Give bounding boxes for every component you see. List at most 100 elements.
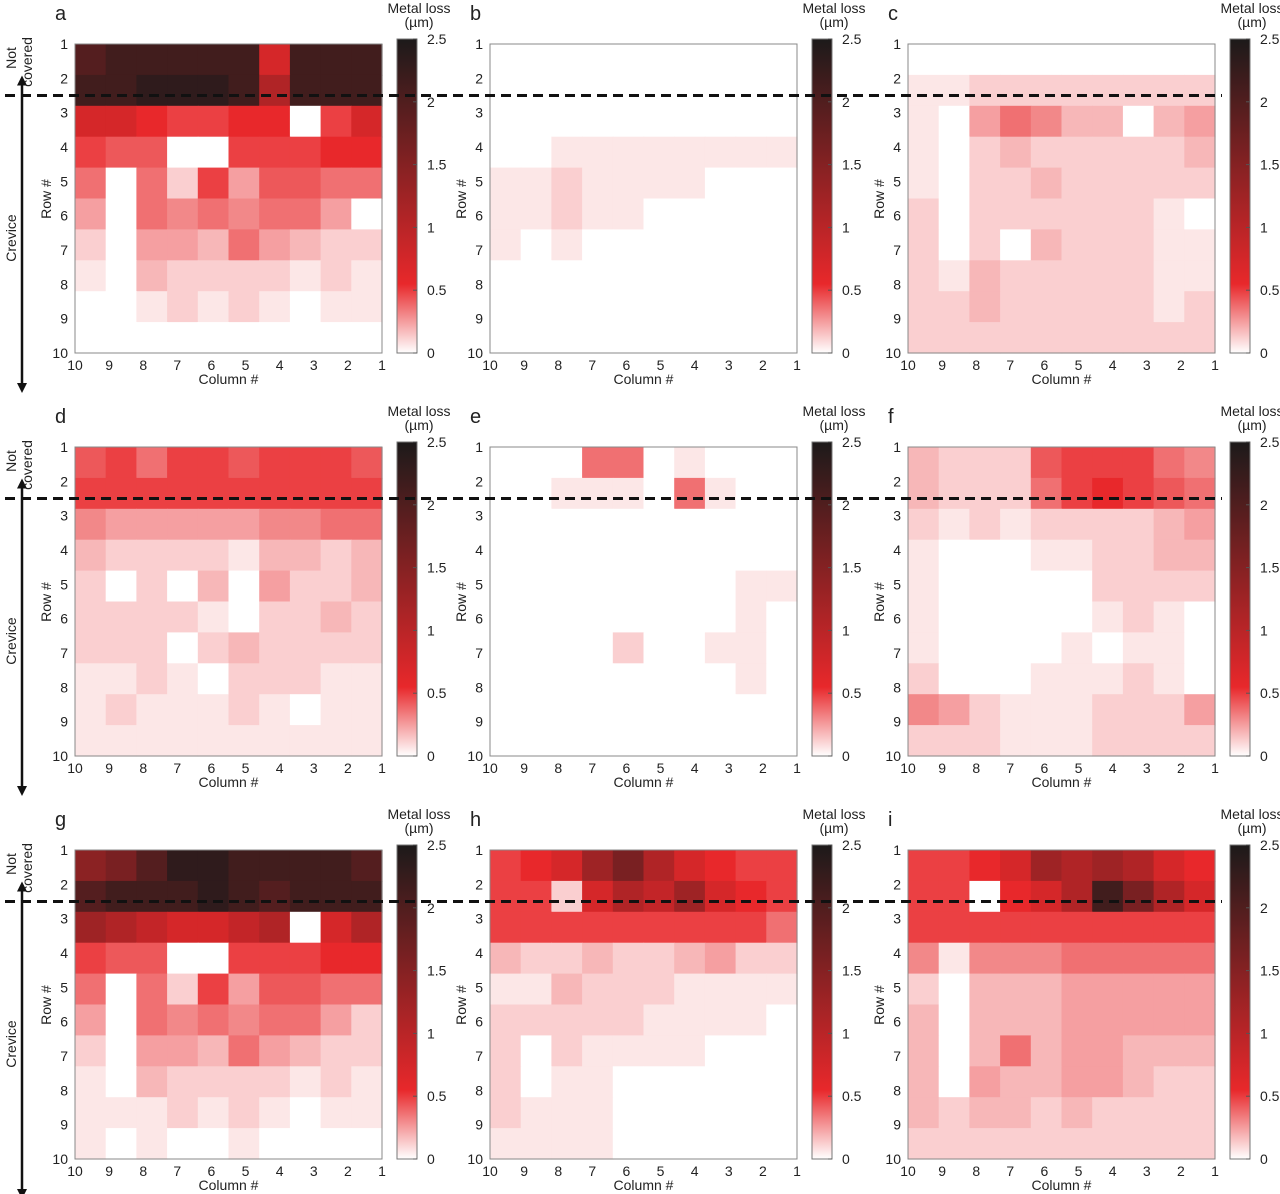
heat-cell	[105, 1097, 137, 1129]
heat-cell	[1184, 725, 1216, 757]
heat-cell	[551, 447, 583, 479]
heat-cell	[1061, 1035, 1093, 1067]
heat-cell	[1122, 850, 1155, 882]
heat-cell	[490, 322, 522, 354]
heat-cell	[197, 167, 230, 200]
colorbar-tick-label: 1	[1260, 1025, 1268, 1041]
heat-cell	[1000, 322, 1032, 354]
heat-cell	[735, 880, 767, 913]
colorbar-tick-label: 0.5	[842, 1088, 862, 1104]
x-axis-label: Column #	[1032, 1177, 1092, 1193]
x-tick-label: 7	[588, 357, 596, 373]
heat-cell	[490, 74, 522, 107]
heat-cell	[735, 1035, 767, 1067]
panel-letter: c	[888, 3, 898, 25]
y-tick-label: 8	[475, 1082, 483, 1098]
heat-cell	[582, 447, 614, 479]
heat-cell	[612, 539, 645, 572]
heat-cell	[136, 229, 168, 261]
heat-cell	[228, 291, 260, 323]
heat-cell	[704, 1066, 737, 1098]
heat-cell	[197, 44, 230, 76]
heat-cell	[289, 136, 322, 169]
heat-cell	[289, 167, 322, 200]
heat-cell	[490, 447, 522, 479]
y-tick-label: 2	[475, 473, 483, 489]
heat-cell	[1184, 105, 1216, 138]
heat-cell	[551, 694, 583, 726]
heat-cell	[582, 632, 614, 664]
heat-cell	[704, 725, 737, 757]
heat-cell	[735, 663, 767, 695]
heat-cell	[1030, 447, 1063, 479]
side-annotation-row-3: Not covered Crevice	[3, 843, 35, 1194]
heat-cell	[674, 477, 706, 510]
heat-cell	[612, 322, 645, 354]
heat-cell	[551, 601, 583, 633]
heat-cell	[551, 74, 583, 107]
heat-cell	[1030, 44, 1063, 76]
x-tick-label: 7	[173, 760, 181, 776]
x-tick-label: 10	[67, 357, 83, 373]
heat-cell	[289, 1097, 322, 1129]
heat-cell	[105, 942, 137, 975]
colorbar-gradient	[1229, 38, 1251, 354]
heat-cell	[351, 1035, 383, 1067]
heat-cell	[75, 74, 107, 107]
y-tick-label: 2	[893, 876, 901, 892]
heat-cell	[289, 539, 322, 572]
y-tick-label: 6	[475, 208, 483, 224]
heat-cell	[136, 539, 168, 572]
heat-cell	[938, 447, 970, 479]
plot-frame	[489, 849, 798, 1160]
heat-cell	[320, 508, 352, 541]
colorbar-tick-label: 2	[427, 900, 435, 916]
heat-cell	[674, 973, 706, 1006]
panel-letter: e	[470, 406, 481, 428]
y-axis-label: Row #	[38, 985, 54, 1025]
heat-cell	[105, 601, 137, 633]
y-tick-label: 5	[475, 173, 483, 189]
heat-cell	[766, 508, 798, 541]
colorbar-tick-label: 0	[842, 345, 850, 361]
heat-cell	[136, 942, 168, 975]
heat-cell	[551, 539, 583, 572]
heat-cell	[674, 229, 706, 261]
heat-cell	[1061, 850, 1093, 882]
heat-cell	[228, 725, 260, 757]
heat-cell	[582, 167, 614, 200]
heat-cell	[1061, 167, 1093, 200]
not-covered-label-2: covered	[19, 843, 35, 893]
heat-cell	[1092, 477, 1124, 510]
heat-cell	[643, 229, 675, 261]
heat-cell	[969, 260, 1001, 292]
heat-cell	[289, 447, 322, 479]
heat-cell	[766, 694, 798, 726]
heat-cell	[551, 880, 583, 913]
heat-cell	[75, 601, 107, 633]
heat-cell	[136, 508, 168, 541]
heat-cell	[582, 198, 614, 230]
heat-cell	[1122, 601, 1155, 633]
heat-cell	[520, 447, 552, 479]
heat-cell	[1030, 1066, 1063, 1098]
heat-cell	[136, 105, 168, 138]
heat-cell	[320, 167, 352, 200]
heat-cell	[320, 973, 352, 1006]
heatmap-cells	[75, 447, 383, 757]
colorbar-title: Metal loss	[1220, 403, 1280, 419]
heat-cell	[351, 539, 383, 572]
heat-cell	[1184, 1097, 1216, 1129]
colorbar-tick-label: 1.5	[427, 560, 447, 576]
heat-cell	[908, 911, 940, 944]
colorbar-gradient	[811, 844, 833, 1160]
heat-cell	[1000, 911, 1032, 944]
heat-cell	[490, 694, 522, 726]
heat-cell	[520, 508, 552, 541]
x-tick-label: 1	[1211, 357, 1219, 373]
y-tick-label: 8	[60, 679, 68, 695]
x-tick-label: 1	[1211, 760, 1219, 776]
colorbar-tick-label: 0.5	[427, 685, 447, 701]
heat-cell	[969, 322, 1001, 354]
heat-cell	[643, 508, 675, 541]
